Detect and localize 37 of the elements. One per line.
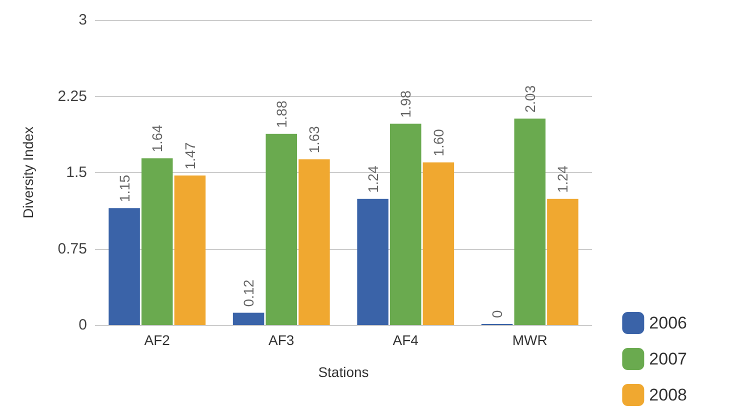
- bar: [422, 162, 454, 325]
- data-label: 1.47: [182, 142, 198, 170]
- bar: [514, 118, 546, 325]
- legend-label: 2007: [649, 350, 688, 368]
- data-label: 1.24: [554, 165, 571, 193]
- data-label: 1.60: [430, 128, 446, 156]
- y-tick-label: 2.25: [58, 88, 87, 105]
- data-label: 0: [489, 310, 506, 318]
- data-label: 1.63: [306, 126, 322, 154]
- y-tick-label: 0.75: [58, 240, 87, 258]
- bar: [298, 159, 330, 325]
- data-label: 1.64: [149, 124, 166, 152]
- data-label: 1.98: [398, 90, 414, 118]
- bar: [266, 134, 298, 325]
- bar: [141, 158, 173, 325]
- bar: [108, 208, 140, 325]
- y-tick-label: 1.5: [66, 164, 87, 181]
- y-axis-title: Diversity Index: [20, 126, 36, 218]
- legend-label: 2008: [649, 386, 688, 404]
- y-tick-label: 3: [78, 12, 87, 28]
- data-label: 1.15: [116, 174, 132, 202]
- bar: [357, 198, 388, 325]
- data-label: 0.12: [240, 279, 257, 307]
- data-label: 1.88: [273, 100, 290, 128]
- bar: [390, 124, 422, 325]
- bar: [174, 176, 206, 325]
- x-axis-title: Stations: [318, 364, 369, 380]
- data-label: 2.03: [522, 85, 538, 113]
- x-tick-label: AF3: [268, 332, 294, 348]
- x-tick-label: AF2: [144, 332, 170, 348]
- legend-label: 2006: [649, 314, 688, 332]
- y-tick-label: 0: [78, 316, 87, 334]
- x-tick-label: AF4: [392, 332, 419, 348]
- x-tick-label: MWR: [512, 332, 548, 348]
- bar: [547, 198, 578, 325]
- bar: [232, 312, 264, 325]
- data-label: 1.24: [364, 165, 381, 193]
